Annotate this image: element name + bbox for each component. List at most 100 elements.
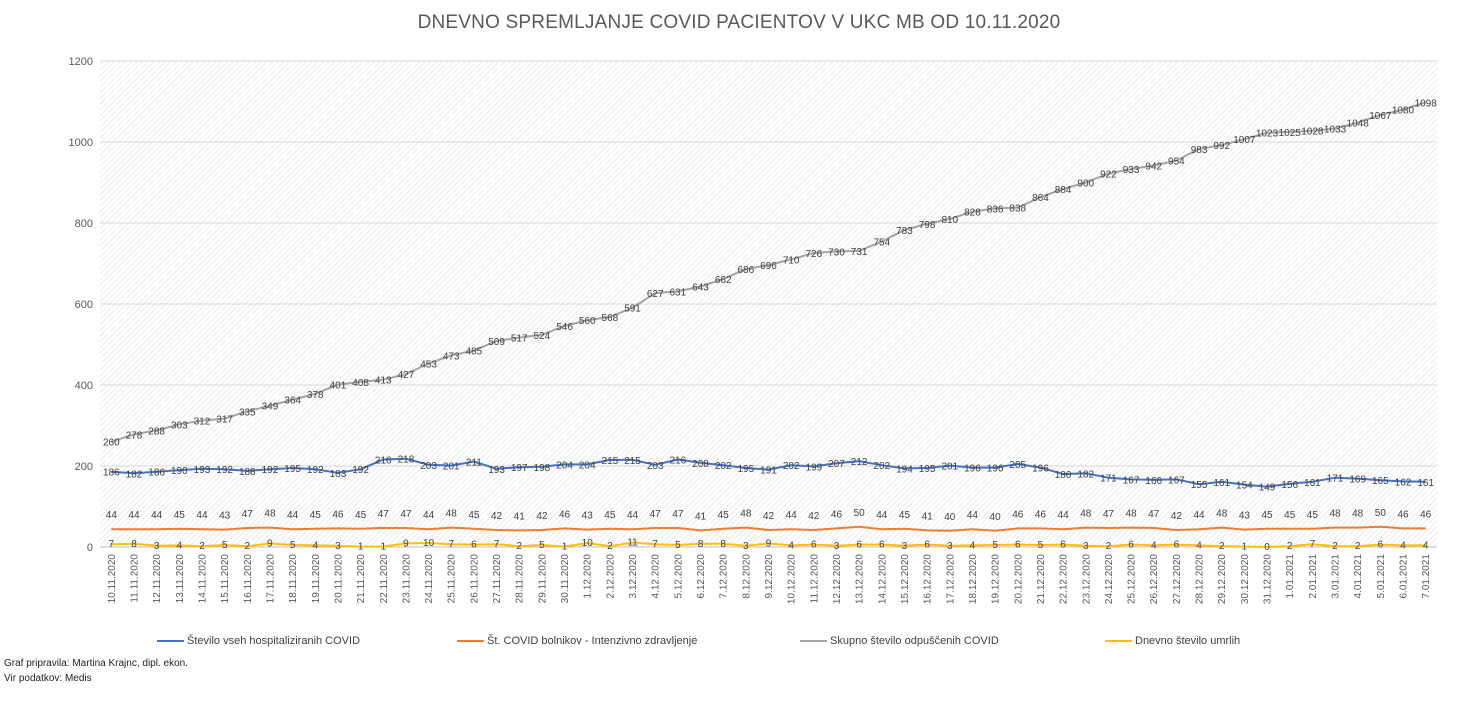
data-label: 2 xyxy=(1106,541,1112,552)
data-label: 197 xyxy=(511,463,528,474)
x-tick-label: 13.11.2020 xyxy=(175,554,186,604)
data-label: 3 xyxy=(834,541,840,552)
data-label: 401 xyxy=(330,381,347,392)
data-label: 44 xyxy=(151,510,163,521)
data-label: 45 xyxy=(899,510,911,521)
chart-title: DNEVNO SPREMLJANJE COVID PACIENTOV V UKC… xyxy=(417,12,1061,33)
y-tick-label: 1200 xyxy=(69,56,93,68)
x-tick-label: 17.12.2020 xyxy=(945,554,956,604)
data-label: 6 xyxy=(1174,540,1180,551)
data-label: 40 xyxy=(944,512,956,523)
data-label: 48 xyxy=(740,509,752,520)
y-tick-label: 800 xyxy=(75,218,93,230)
x-tick-label: 22.11.2020 xyxy=(379,554,390,604)
x-tick-label: 14.12.2020 xyxy=(877,554,888,604)
legend-item-hospitalized[interactable]: Število vseh hospitaliziranih COVID xyxy=(157,635,360,647)
x-tick-label: 14.11.2020 xyxy=(197,554,208,604)
data-label: 7 xyxy=(448,539,454,550)
legend-label: Št. COVID bolnikov - Intenzivno zdravlje… xyxy=(487,635,698,647)
data-label: 40 xyxy=(990,512,1002,523)
data-label: 46 xyxy=(1420,509,1432,520)
x-tick-label: 11.12.2020 xyxy=(809,554,820,604)
data-label: 5 xyxy=(675,540,681,551)
data-label: 2 xyxy=(199,541,205,552)
data-label: 42 xyxy=(1171,511,1183,522)
x-tick-label: 4.01.2021 xyxy=(1353,554,1364,599)
y-tick-label: 1000 xyxy=(69,137,93,149)
data-label: 43 xyxy=(582,511,594,522)
data-label: 884 xyxy=(1055,185,1072,196)
legend-item-deaths[interactable]: Dnevno število umrlih xyxy=(1105,635,1240,647)
data-label: 45 xyxy=(718,510,730,521)
data-label: 6 xyxy=(1378,540,1384,551)
data-label: 2 xyxy=(1287,541,1293,552)
data-label: 195 xyxy=(284,464,301,475)
data-label: 46 xyxy=(1035,509,1047,520)
data-label: 216 xyxy=(375,456,392,467)
data-label: 215 xyxy=(624,456,641,467)
data-label: 10 xyxy=(423,538,435,549)
data-label: 47 xyxy=(242,509,254,520)
data-label: 7 xyxy=(109,539,115,550)
series-line-1 xyxy=(111,525,1426,532)
data-label: 836 xyxy=(987,204,1004,215)
data-label: 205 xyxy=(1009,460,1026,471)
data-label: 643 xyxy=(692,283,709,294)
legend-item-discharged[interactable]: Skupno število odpuščenih COVID xyxy=(800,635,999,647)
y-tick-label: 600 xyxy=(75,299,93,311)
legend-swatch xyxy=(457,640,484,642)
data-label: 194 xyxy=(896,464,913,475)
data-label: 188 xyxy=(239,467,256,478)
data-label: 5 xyxy=(1038,540,1044,551)
data-label: 1007 xyxy=(1233,135,1256,146)
data-label: 662 xyxy=(715,275,732,286)
data-label: 2 xyxy=(1219,541,1225,552)
x-tick-label: 27.11.2020 xyxy=(492,554,503,604)
data-label: 44 xyxy=(967,510,979,521)
data-label: 686 xyxy=(737,265,754,276)
data-label: 0 xyxy=(1264,542,1270,553)
data-label: 215 xyxy=(602,456,619,467)
data-label: 45 xyxy=(355,510,367,521)
data-label: 208 xyxy=(692,459,709,470)
data-label: 798 xyxy=(919,220,936,231)
data-label: 731 xyxy=(851,247,868,258)
x-tick-label: 6.01.2021 xyxy=(1399,554,1410,599)
x-tick-label: 18.11.2020 xyxy=(288,554,299,604)
data-label: 9 xyxy=(766,538,772,549)
data-label: 3 xyxy=(1083,541,1089,552)
data-label: 193 xyxy=(194,465,211,476)
x-tick-label: 22.12.2020 xyxy=(1059,554,1070,604)
data-label: 3 xyxy=(902,541,908,552)
data-label: 509 xyxy=(488,337,505,348)
data-label: 1 xyxy=(1242,542,1248,553)
series-lines xyxy=(110,101,1427,548)
data-label: 196 xyxy=(987,464,1004,475)
data-label: 485 xyxy=(466,347,483,358)
x-tick-label: 5.01.2021 xyxy=(1376,554,1387,599)
data-label: 710 xyxy=(783,255,800,266)
data-label: 44 xyxy=(1193,510,1205,521)
data-label: 1033 xyxy=(1324,125,1347,136)
x-tick-label: 30.12.2020 xyxy=(1240,554,1251,604)
data-label: 4 xyxy=(1423,540,1429,551)
data-label: 218 xyxy=(398,455,415,466)
data-label: 473 xyxy=(443,351,460,362)
data-label: 45 xyxy=(604,510,616,521)
data-label: 204 xyxy=(579,460,596,471)
data-label: 196 xyxy=(964,464,981,475)
data-label: 260 xyxy=(103,438,120,449)
data-label: 631 xyxy=(670,287,687,298)
series-line-3 xyxy=(111,541,1426,548)
data-label: 198 xyxy=(534,463,551,474)
data-label: 47 xyxy=(1103,509,1115,520)
data-label: 7 xyxy=(494,539,500,550)
data-label: 413 xyxy=(375,376,392,387)
data-label: 161 xyxy=(1213,478,1230,489)
data-label: 204 xyxy=(556,460,573,471)
data-label: 754 xyxy=(873,238,890,249)
legend-item-intensive-care[interactable]: Št. COVID bolnikov - Intenzivno zdravlje… xyxy=(457,635,697,647)
data-label: 183 xyxy=(330,469,347,480)
data-label: 43 xyxy=(219,511,231,522)
data-label: 560 xyxy=(579,316,596,327)
